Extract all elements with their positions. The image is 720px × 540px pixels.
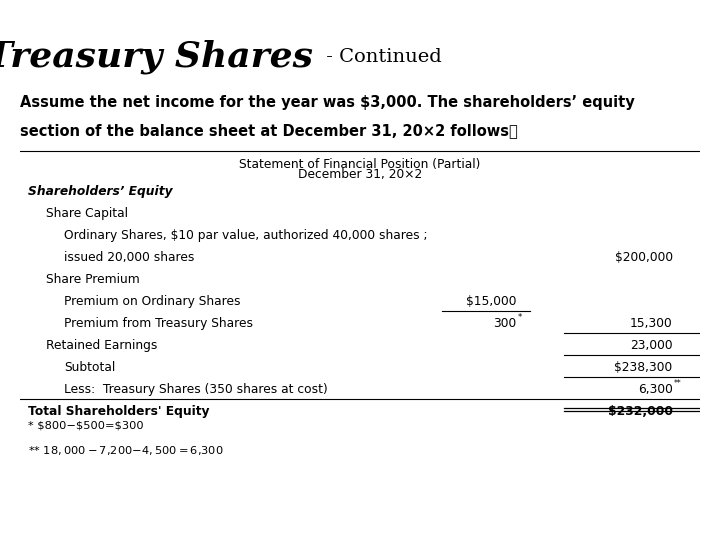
Text: section of the balance sheet at December 31, 20×2 follows：: section of the balance sheet at December… (20, 123, 518, 138)
Text: *: * (518, 313, 522, 322)
Text: 6,300: 6,300 (638, 383, 672, 396)
Text: Example 12-7: Example 12-7 (16, 13, 105, 26)
Text: $15,000: $15,000 (466, 295, 516, 308)
Text: * $800−$500=$300: * $800−$500=$300 (28, 420, 144, 430)
Text: $200,000: $200,000 (615, 251, 672, 264)
Text: **: ** (673, 379, 681, 388)
Text: ** $18,000−$7,200−$4,500=$6,300: ** $18,000−$7,200−$4,500=$6,300 (28, 444, 224, 457)
Text: Assume the net income for the year was $3,000. The shareholders’ equity: Assume the net income for the year was $… (20, 94, 635, 110)
Text: 23,000: 23,000 (630, 339, 672, 352)
Text: Share Premium: Share Premium (46, 273, 140, 286)
Text: 300: 300 (493, 317, 516, 330)
Text: Treasury Shares: Treasury Shares (0, 39, 313, 74)
Text: $238,300: $238,300 (614, 361, 672, 374)
Text: Less:  Treasury Shares (350 shares at cost): Less: Treasury Shares (350 shares at cos… (64, 383, 328, 396)
Text: December 31, 20×2: December 31, 20×2 (298, 168, 422, 181)
Text: Retained Earnings: Retained Earnings (46, 339, 158, 352)
Text: $232,000: $232,000 (608, 405, 672, 418)
Text: Premium from Treasury Shares: Premium from Treasury Shares (64, 317, 253, 330)
Text: Subtotal: Subtotal (64, 361, 116, 374)
Text: Share Capital: Share Capital (46, 207, 128, 220)
Text: Ordinary Shares, $10 par value, authorized 40,000 shares ;: Ordinary Shares, $10 par value, authoriz… (64, 228, 428, 242)
Text: issued 20,000 shares: issued 20,000 shares (64, 251, 194, 264)
Text: Statement of Financial Position (Partial): Statement of Financial Position (Partial… (239, 158, 481, 171)
Text: 15,300: 15,300 (630, 317, 672, 330)
Text: Premium on Ordinary Shares: Premium on Ordinary Shares (64, 295, 240, 308)
Text: Shareholders’ Equity: Shareholders’ Equity (28, 185, 173, 198)
Text: - Continued: - Continued (320, 48, 442, 66)
Text: Total Shareholders' Equity: Total Shareholders' Equity (28, 405, 210, 418)
